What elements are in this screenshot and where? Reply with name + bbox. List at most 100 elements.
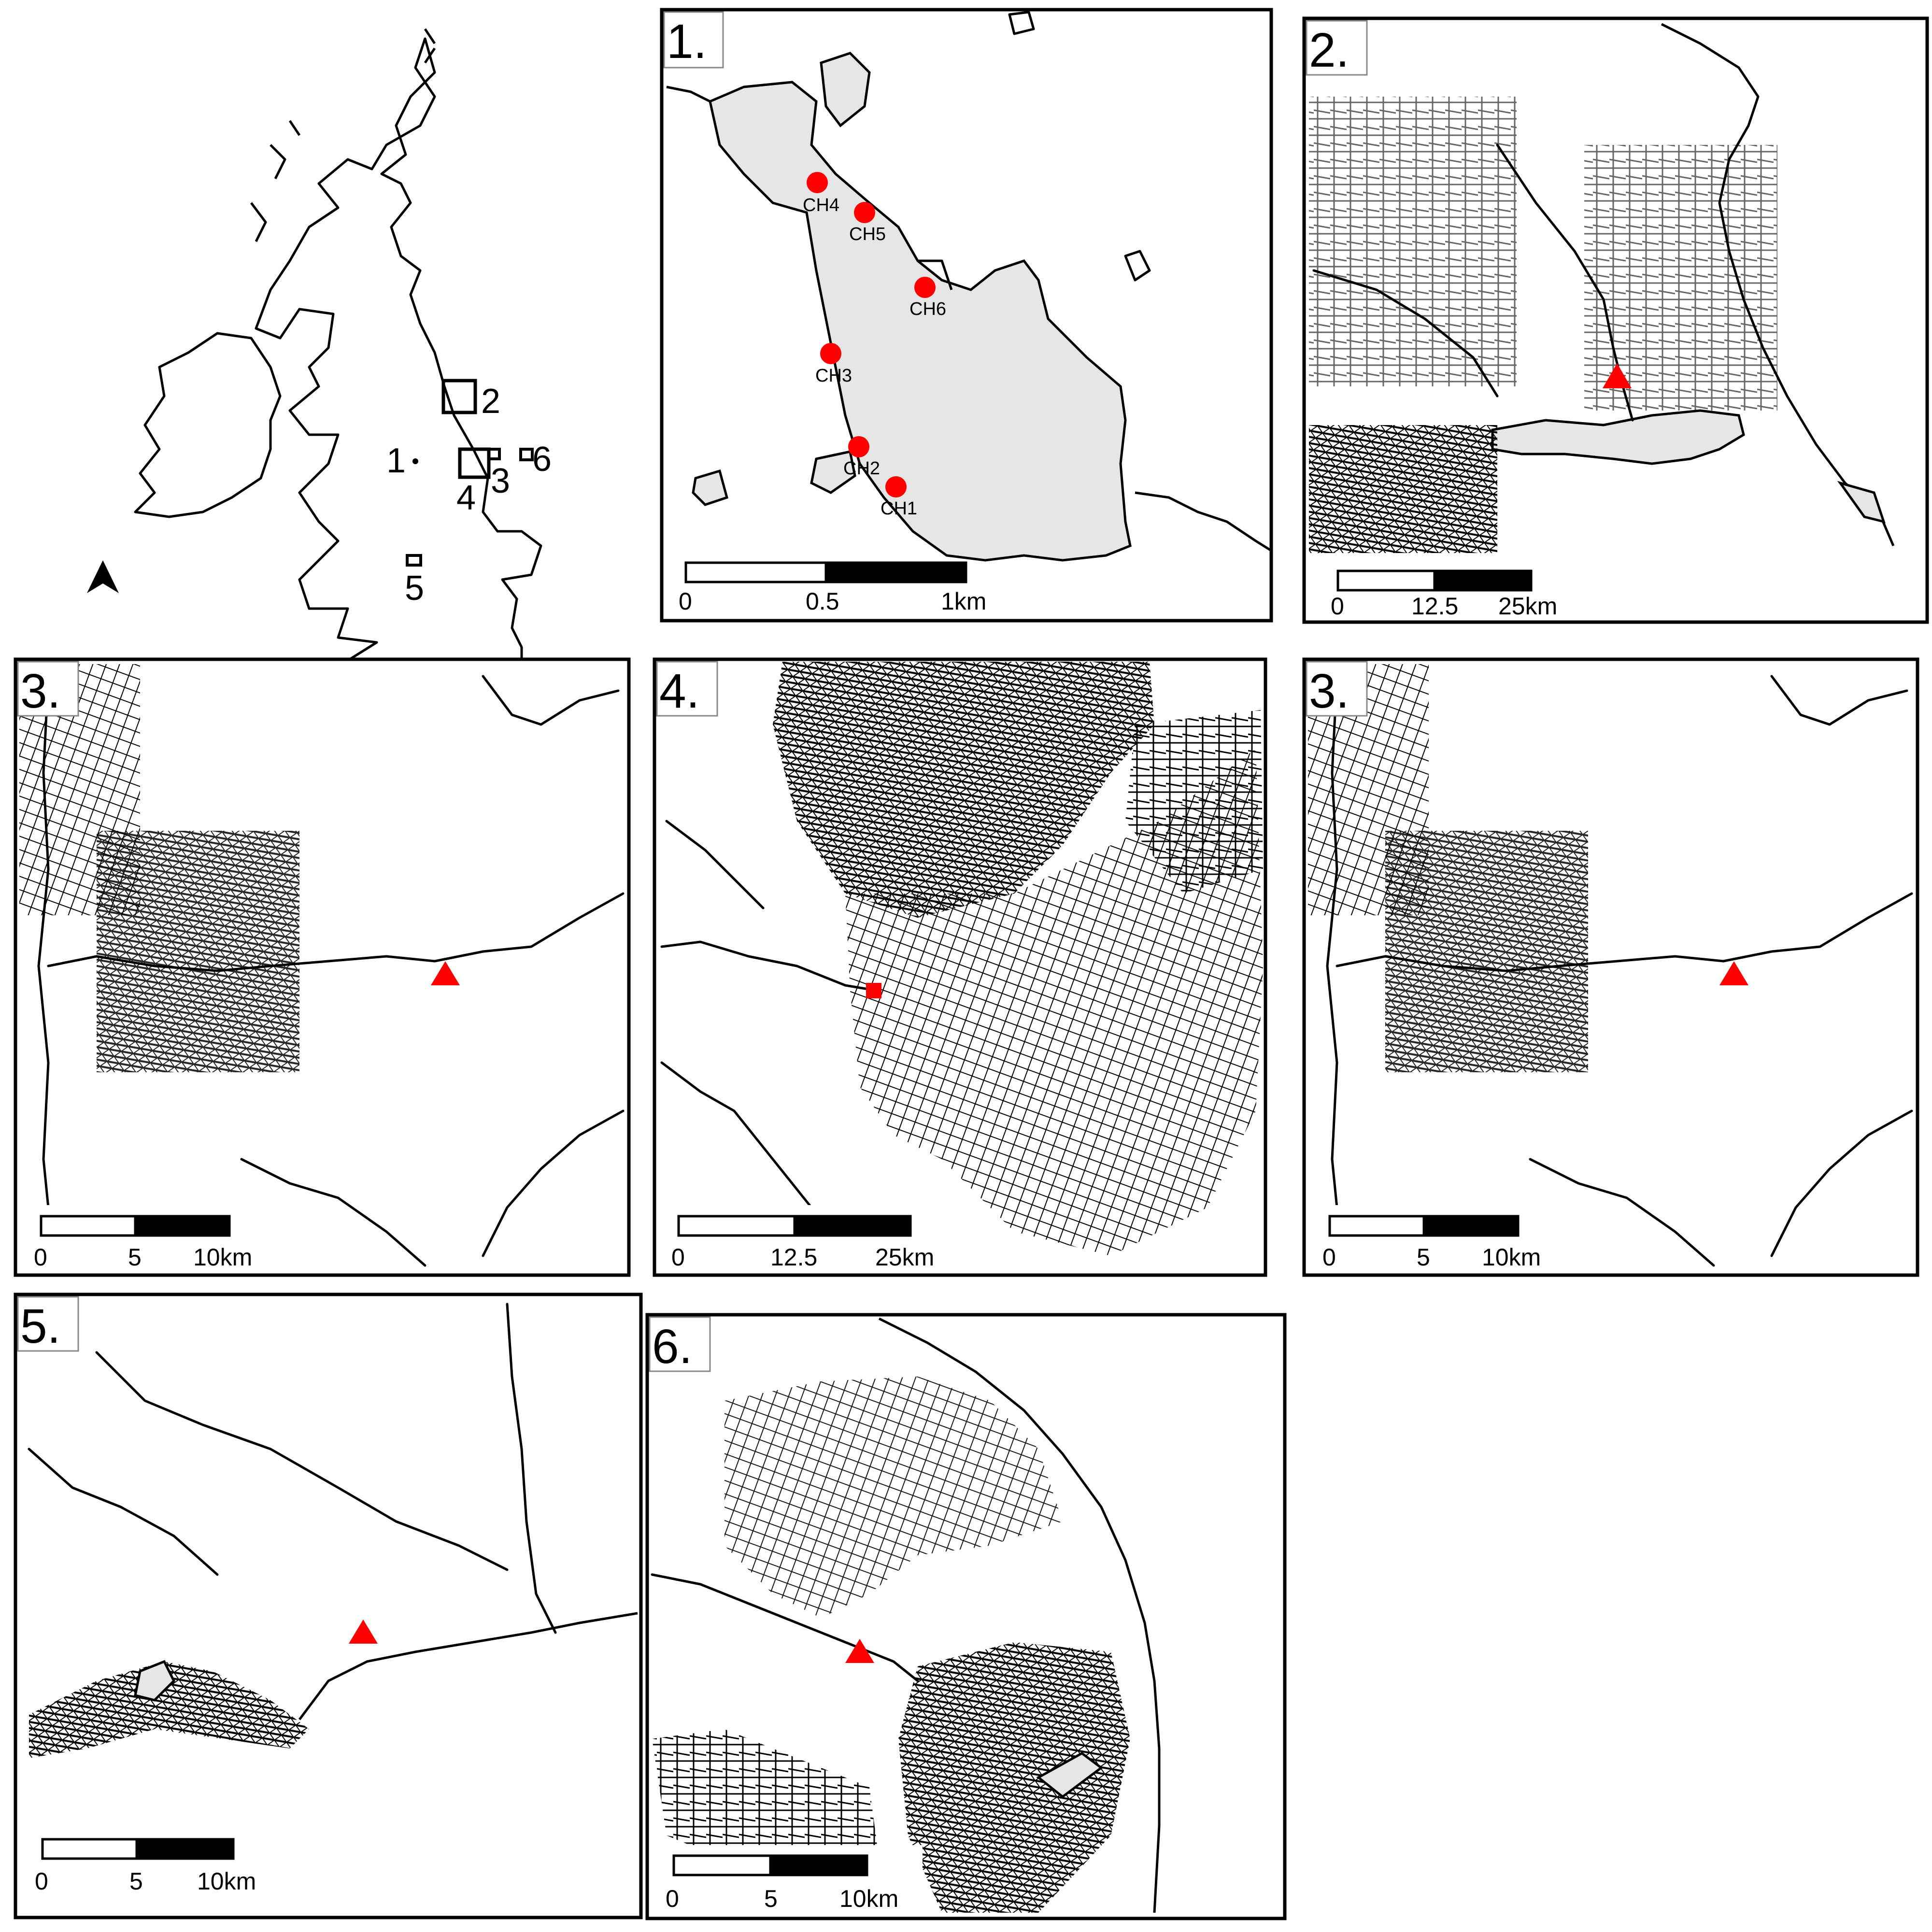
- stream-south: [1529, 1158, 1715, 1267]
- dense-network-east: [1125, 710, 1263, 894]
- estuary: [1491, 409, 1745, 465]
- coastline-east: [1135, 491, 1272, 552]
- panel-1-scale-0: 0: [679, 588, 692, 615]
- panel-2-scale-0: 0: [1331, 593, 1344, 620]
- tributary: [1312, 269, 1499, 398]
- panel-2-scale-end: 25km: [1498, 593, 1557, 620]
- site-ch1-label: CH1: [881, 498, 917, 519]
- lake-fill: [1036, 1752, 1104, 1799]
- overview-marker-6: 6: [532, 440, 552, 479]
- panel-5-scale-0: 0: [35, 1868, 48, 1895]
- coast-west: [666, 85, 711, 103]
- broads-network-upper: [724, 1377, 1063, 1618]
- site-marker: [845, 1639, 874, 1663]
- coastline-bay: [298, 1612, 638, 1720]
- panel-2-label-box: [1306, 20, 1368, 76]
- north-arrow-icon: [87, 560, 119, 593]
- panel-3-left-scale-0: 0: [34, 1244, 47, 1271]
- main-river: [651, 1573, 919, 1682]
- panel-3-left-scale-mid: 5: [128, 1244, 142, 1271]
- site-ch5-marker: [854, 202, 875, 223]
- islet-north: [1008, 11, 1035, 35]
- river-network-east: [506, 1303, 557, 1634]
- panel-5-scale-end: 10km: [197, 1868, 256, 1895]
- stream-east: [1770, 1109, 1913, 1257]
- coast-west: [37, 676, 55, 1256]
- site-ch3-marker: [820, 343, 841, 364]
- overview-box-6: [519, 448, 534, 461]
- panel-6-scale-end: 10km: [839, 1885, 898, 1912]
- site-ch2-label: CH2: [843, 458, 880, 479]
- stream-north: [1770, 675, 1908, 726]
- site-marker: [1719, 961, 1748, 985]
- panel-3-left-scale-bar: 0 5 10km: [19, 1205, 290, 1272]
- stream-east: [482, 1109, 625, 1257]
- panel-3-right-scale-mid: 5: [1417, 1244, 1430, 1271]
- stream-west: [660, 1061, 813, 1209]
- islet-east: [1124, 250, 1151, 282]
- scale-bars: 0 0.5 1km 0 12.5 25km 0 5 10km 0: [19, 553, 1578, 1913]
- panel-2-scale-mid: 12.5: [1411, 593, 1458, 620]
- scottish-islands: [250, 28, 436, 242]
- site-ch2-marker: [848, 436, 869, 457]
- panel-1-label-box: [663, 11, 724, 69]
- overview-marker-2: 2: [481, 382, 500, 421]
- great-britain-outline: [255, 37, 542, 716]
- panel-4-scale-end: 25km: [875, 1244, 934, 1271]
- urban-network-center: [97, 831, 299, 1072]
- estuary-lower: [1837, 481, 1886, 524]
- stream-northwest: [665, 820, 765, 909]
- mudflat-west: [692, 469, 729, 506]
- site-ch5-label: CH5: [849, 224, 886, 244]
- island-landmass: [709, 81, 1132, 562]
- mudflat-southwest: [810, 450, 856, 494]
- panel-1: CH4 CH5 CH6 CH3 CH2 CH1: [660, 8, 1273, 623]
- sample-sites: CH4 CH5 CH6 CH3 CH2 CH1: [803, 172, 946, 519]
- overview-marker-1: 1: [386, 441, 406, 480]
- overview-box-4: [458, 447, 491, 479]
- panel-3-right-scale-end: 10km: [1482, 1244, 1541, 1271]
- panel-5-scale-bar: 0 5 10km: [19, 1828, 290, 1895]
- overview-box-3: [487, 448, 501, 460]
- overview-map: 1 2 3 4 5 6: [87, 28, 552, 716]
- main-river: [660, 940, 876, 992]
- overview-box-2: [441, 379, 477, 414]
- dense-network-core: [845, 749, 1263, 1256]
- panel-4-scale-bar: 0 12.5 25km: [658, 1205, 957, 1272]
- panel-3-right-label-box: [1306, 661, 1368, 717]
- panel-2-scale-bar: 0 12.5 25km: [1308, 553, 1574, 620]
- overview-marker-4: 4: [456, 479, 476, 517]
- panel-3-left-scale-end: 10km: [193, 1244, 252, 1271]
- panel-4-label-box: [656, 661, 718, 717]
- panel-6-scale-bar: 0 5 10km: [652, 1845, 923, 1913]
- site-ch1-marker: [885, 476, 907, 497]
- overview-site-dot: [412, 458, 418, 464]
- panel-2-label: 2.: [1309, 23, 1349, 77]
- site-ch4-marker: [807, 172, 828, 193]
- panel-6-label: 6.: [652, 1320, 692, 1374]
- site-marker: [349, 1619, 378, 1644]
- overview-marker-5: 5: [405, 569, 424, 608]
- panel-3-left-label: 3.: [20, 664, 60, 718]
- site-marker: [866, 983, 881, 998]
- panel-5-frame: [14, 1293, 643, 1919]
- panel-4: [653, 657, 1267, 1277]
- overview-box-5: [406, 554, 422, 567]
- panel-3-right: [1302, 657, 1919, 1277]
- mudflat-north: [820, 52, 871, 128]
- urban-strip: [29, 1662, 309, 1758]
- panel-3-right-scale-bar: 0 5 10km: [1308, 1205, 1578, 1272]
- coastline: [878, 1317, 1161, 1913]
- panel-1-scale-mid: 0.5: [806, 588, 839, 615]
- panel-5-scale-mid: 5: [129, 1868, 143, 1895]
- panel-labels: 1. 2. 3. 4. 3. 5. 6.: [17, 11, 1368, 1374]
- panel-3-left-label-box: [17, 661, 79, 717]
- site-ch6-label: CH6: [909, 299, 946, 319]
- panel-1-scale-end: 1km: [941, 588, 986, 615]
- river-network-west: [28, 1448, 219, 1576]
- main-river: [47, 892, 625, 972]
- panel-3-right-label: 3.: [1309, 664, 1349, 718]
- panel-1-scale-bar: 0 0.5 1km: [667, 553, 986, 615]
- coast-west: [1326, 676, 1343, 1256]
